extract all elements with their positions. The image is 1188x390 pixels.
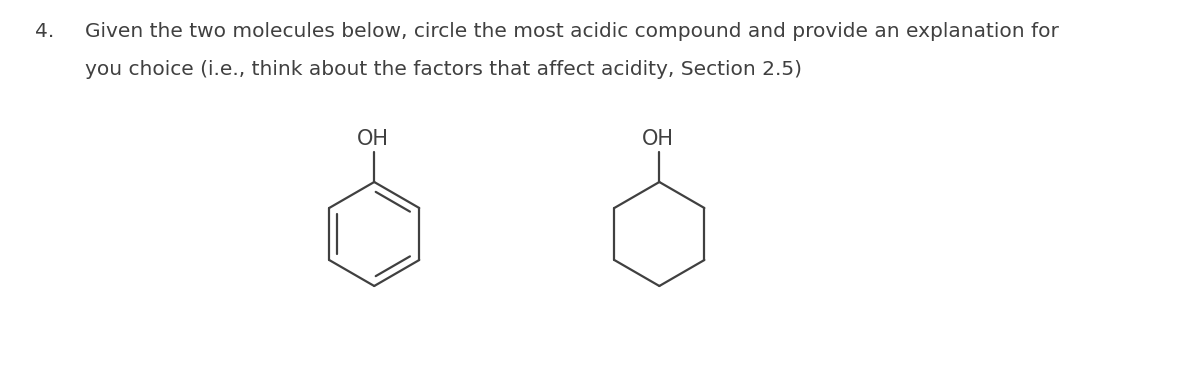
Text: 4.: 4. [34, 22, 55, 41]
Text: OH: OH [643, 129, 675, 149]
Text: Given the two molecules below, circle the most acidic compound and provide an ex: Given the two molecules below, circle th… [86, 22, 1059, 41]
Text: you choice (i.e., think about the factors that affect acidity, Section 2.5): you choice (i.e., think about the factor… [86, 60, 802, 79]
Text: OH: OH [358, 129, 390, 149]
